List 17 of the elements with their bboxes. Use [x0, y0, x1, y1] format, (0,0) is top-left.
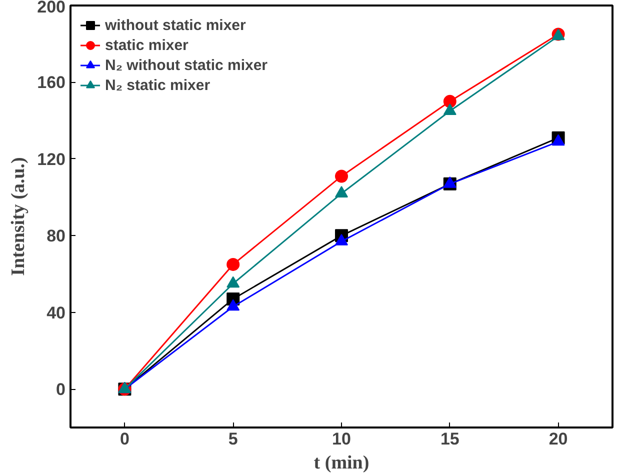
y-axis-title: Intensity (a.u.)	[8, 157, 30, 276]
x-tick-label: 10	[332, 430, 351, 448]
legend-label: without static mixer	[105, 16, 246, 34]
x-axis-title: t (min)	[314, 452, 370, 474]
y-tick-label: 120	[37, 150, 66, 169]
y-tick-label: 160	[37, 73, 66, 92]
y-tick-label: 40	[46, 303, 66, 322]
legend-label: static mixer	[105, 36, 188, 54]
legend-label: N₂ without static mixer	[105, 56, 268, 74]
x-tick-label: 5	[228, 430, 238, 448]
y-tick-label: 200	[37, 0, 66, 16]
x-tick-label: 15	[440, 430, 460, 448]
y-tick-label: 80	[46, 226, 66, 246]
legend-label: N₂ static mixer	[105, 76, 210, 94]
y-tick-label: 0	[56, 380, 66, 400]
x-tick-label: 0	[120, 430, 130, 448]
x-tick-label: 20	[548, 430, 568, 448]
